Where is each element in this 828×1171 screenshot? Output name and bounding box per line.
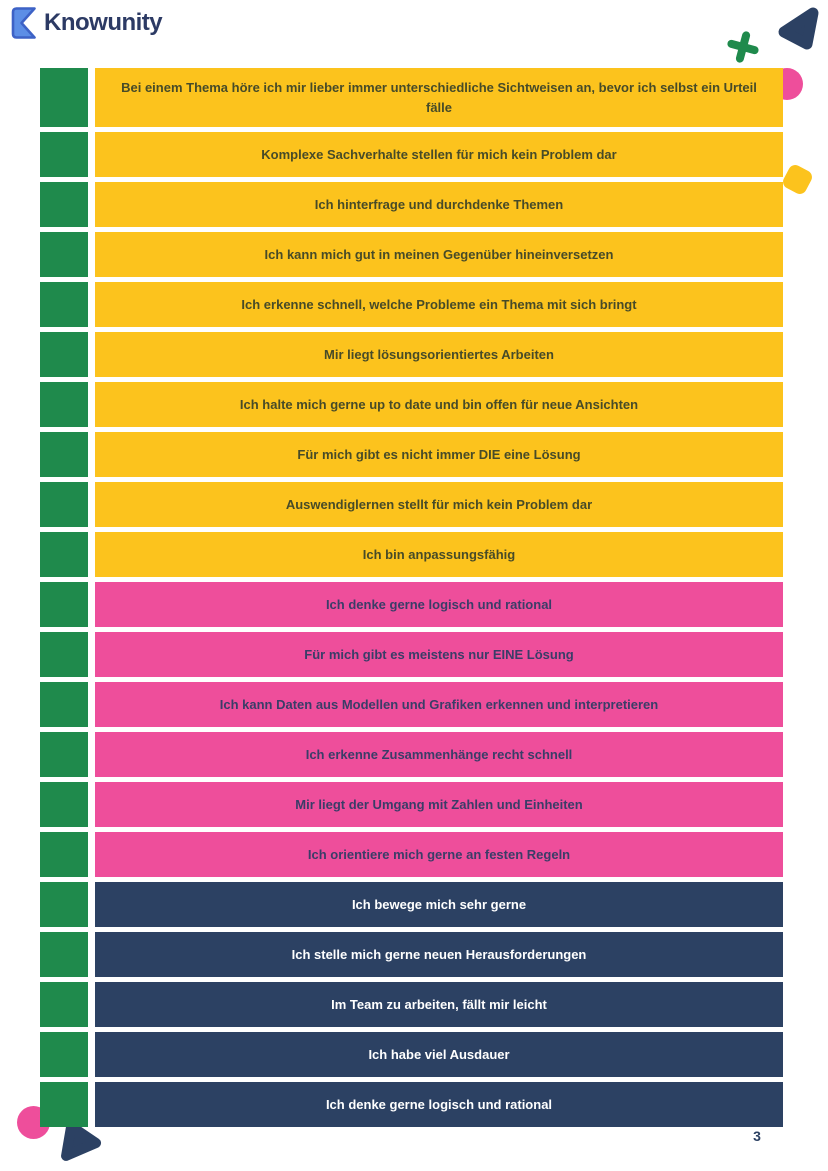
table-row: Für mich gibt es nicht immer DIE eine Lö… [40, 432, 783, 477]
statement-text: Im Team zu arbeiten, fällt mir leicht [331, 996, 547, 1012]
rounded-triangle-icon [58, 1119, 105, 1168]
statement-bar: Ich kann mich gut in meinen Gegenüber hi… [95, 232, 783, 277]
table-row: Ich kann Daten aus Modellen und Grafiken… [40, 682, 783, 727]
answer-cell [40, 332, 88, 377]
statement-bar: Auswendiglernen stellt für mich kein Pro… [95, 482, 783, 527]
table-row: Ich stelle mich gerne neuen Herausforder… [40, 932, 783, 977]
table-row: Ich bin anpassungsfähig [40, 532, 783, 577]
statement-bar: Für mich gibt es meistens nur EINE Lösun… [95, 632, 783, 677]
statement-text: Mir liegt lösungsorientiertes Arbeiten [324, 346, 554, 362]
answer-cell [40, 582, 88, 627]
statement-bar: Ich bin anpassungsfähig [95, 532, 783, 577]
statement-bar: Ich halte mich gerne up to date und bin … [95, 382, 783, 427]
answer-cell [40, 1032, 88, 1077]
table-row: Ich denke gerne logisch und rational [40, 582, 783, 627]
answer-cell [40, 732, 88, 777]
table-row: Komplexe Sachverhalte stellen für mich k… [40, 132, 783, 177]
page-number: 3 [753, 1128, 761, 1144]
statement-text: Für mich gibt es meistens nur EINE Lösun… [304, 646, 574, 662]
table-row: Mir liegt lösungsorientiertes Arbeiten [40, 332, 783, 377]
answer-cell [40, 182, 88, 227]
table-row: Ich bewege mich sehr gerne [40, 882, 783, 927]
statement-text: Auswendiglernen stellt für mich kein Pro… [285, 496, 593, 512]
statement-text: Ich denke gerne logisch und rational [325, 1096, 553, 1112]
answer-cell [40, 432, 88, 477]
statement-bar: Ich denke gerne logisch und rational [95, 582, 783, 627]
answer-cell [40, 832, 88, 877]
answer-cell [40, 932, 88, 977]
statement-text: Bei einem Thema höre ich mir lieber imme… [121, 80, 757, 115]
statement-bar: Ich denke gerne logisch und rational [95, 1082, 783, 1127]
statement-bar: Ich stelle mich gerne neuen Herausforder… [95, 932, 783, 977]
table-row: Ich habe viel Ausdauer [40, 1032, 783, 1077]
answer-cell [40, 982, 88, 1027]
statement-text: Ich bewege mich sehr gerne [351, 896, 527, 912]
statement-text: Ich denke gerne logisch und rational [325, 596, 553, 612]
statement-text: Ich orientiere mich gerne an festen Rege… [307, 846, 571, 862]
answer-cell [40, 632, 88, 677]
table-row: Ich denke gerne logisch und rational [40, 1082, 783, 1127]
table-row: Ich erkenne schnell, welche Probleme ein… [40, 282, 783, 327]
statement-bar: Ich orientiere mich gerne an festen Rege… [95, 832, 783, 877]
statement-bar: Ich kann Daten aus Modellen und Grafiken… [95, 682, 783, 727]
table-row: Auswendiglernen stellt für mich kein Pro… [40, 482, 783, 527]
statement-bar: Ich hinterfrage und durchdenke Themen [95, 182, 783, 227]
statement-text: Ich stelle mich gerne neuen Herausforder… [291, 946, 587, 962]
table-row: Für mich gibt es meistens nur EINE Lösun… [40, 632, 783, 677]
table-row: Ich orientiere mich gerne an festen Rege… [40, 832, 783, 877]
statement-bar: Ich erkenne Zusammenhänge recht schnell [95, 732, 783, 777]
rounded-square-icon [779, 161, 816, 198]
statement-text: Ich bin anpassungsfähig [362, 546, 516, 562]
statement-text: Ich kann mich gut in meinen Gegenüber hi… [264, 246, 614, 262]
table-row: Im Team zu arbeiten, fällt mir leicht [40, 982, 783, 1027]
statement-bar: Für mich gibt es nicht immer DIE eine Lö… [95, 432, 783, 477]
answer-cell [40, 382, 88, 427]
knowunity-logo: Knowunity [8, 6, 163, 40]
brand-wordmark: Knowunity [44, 9, 163, 36]
table-row: Ich kann mich gut in meinen Gegenüber hi… [40, 232, 783, 277]
table-row: Ich erkenne Zusammenhänge recht schnell [40, 732, 783, 777]
statement-text: Ich erkenne Zusammenhänge recht schnell [305, 746, 573, 762]
statement-bar: Bei einem Thema höre ich mir lieber imme… [95, 68, 783, 127]
statement-bar: Ich erkenne schnell, welche Probleme ein… [95, 282, 783, 327]
statement-bar: Ich bewege mich sehr gerne [95, 882, 783, 927]
table-row: Ich halte mich gerne up to date und bin … [40, 382, 783, 427]
rounded-triangle-icon [776, 5, 824, 53]
statement-bar: Im Team zu arbeiten, fällt mir leicht [95, 982, 783, 1027]
statement-text: Ich erkenne schnell, welche Probleme ein… [241, 296, 637, 312]
statement-bar: Ich habe viel Ausdauer [95, 1032, 783, 1077]
statement-text: Ich halte mich gerne up to date und bin … [239, 396, 639, 412]
answer-cell [40, 68, 88, 127]
statement-text: Für mich gibt es nicht immer DIE eine Lö… [297, 446, 581, 462]
statements-table: Bei einem Thema höre ich mir lieber imme… [40, 68, 783, 1132]
statement-text: Komplexe Sachverhalte stellen für mich k… [261, 146, 617, 162]
answer-cell [40, 782, 88, 827]
answer-cell [40, 482, 88, 527]
answer-cell [40, 882, 88, 927]
statement-bar: Mir liegt lösungsorientiertes Arbeiten [95, 332, 783, 377]
knowunity-k-icon [11, 7, 36, 39]
statement-text: Mir liegt der Umgang mit Zahlen und Einh… [295, 796, 583, 812]
table-row: Mir liegt der Umgang mit Zahlen und Einh… [40, 782, 783, 827]
statement-bar: Mir liegt der Umgang mit Zahlen und Einh… [95, 782, 783, 827]
table-row: Bei einem Thema höre ich mir lieber imme… [40, 68, 783, 127]
statement-text: Ich hinterfrage und durchdenke Themen [314, 196, 564, 212]
answer-cell [40, 132, 88, 177]
answer-cell [40, 282, 88, 327]
table-row: Ich hinterfrage und durchdenke Themen [40, 182, 783, 227]
answer-cell [40, 232, 88, 277]
statement-bar: Komplexe Sachverhalte stellen für mich k… [95, 132, 783, 177]
answer-cell [40, 532, 88, 577]
plus-icon [722, 26, 764, 68]
answer-cell [40, 1082, 88, 1127]
answer-cell [40, 682, 88, 727]
statement-text: Ich kann Daten aus Modellen und Grafiken… [219, 696, 659, 712]
statement-text: Ich habe viel Ausdauer [368, 1046, 510, 1062]
